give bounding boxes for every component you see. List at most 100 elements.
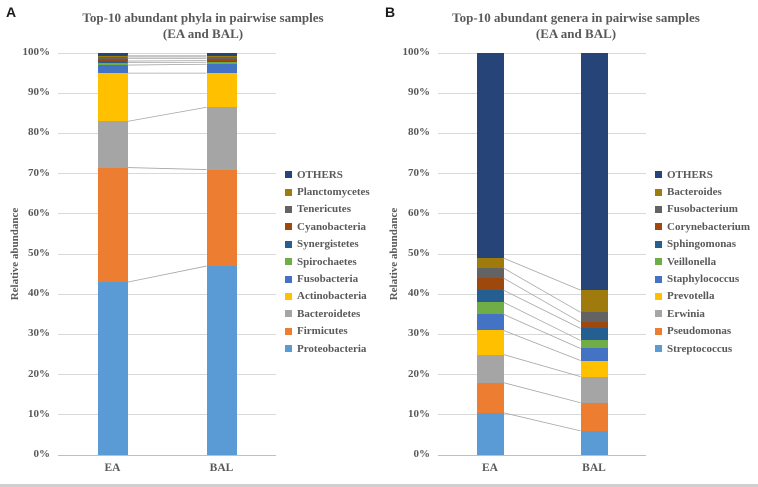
legend-item-bacteroidetes: Bacteroidetes bbox=[285, 305, 370, 322]
y-tick-label: 50% bbox=[408, 247, 430, 259]
legend-swatch-icon bbox=[285, 240, 292, 248]
legend-swatch-icon bbox=[655, 171, 662, 179]
connector-line bbox=[503, 277, 581, 323]
panel-b-chart-title: Top-10 abundant genera in pairwise sampl… bbox=[431, 10, 721, 43]
panel-a-plot-area bbox=[58, 52, 276, 456]
bar-segment-proteobacteria bbox=[206, 266, 237, 455]
gridline-60% bbox=[438, 213, 646, 215]
legend-item-proteobacteria: Proteobacteria bbox=[285, 340, 370, 357]
legend-label: Proteobacteria bbox=[297, 342, 367, 355]
y-tick-label: 80% bbox=[28, 126, 50, 139]
gridline-100% bbox=[438, 52, 646, 54]
bar-segment-pseudomonas bbox=[580, 402, 608, 431]
y-tick-label: 0% bbox=[33, 448, 51, 460]
gridline-70% bbox=[58, 173, 276, 175]
legend-label: Corynebacterium bbox=[667, 220, 751, 233]
bar-segment-staphylococcus bbox=[580, 348, 608, 361]
bar-segment-bacteroidetes bbox=[206, 107, 237, 170]
panel-a: A Top-10 abundant phyla in pairwise samp… bbox=[6, 4, 370, 474]
legend-swatch-icon bbox=[285, 310, 292, 318]
segment-connector-lines bbox=[503, 257, 581, 432]
panel-a-legend: OTHERS Planctomycetes Tenericutes Cyanobact… bbox=[285, 166, 370, 357]
x-category-label-bal: BAL bbox=[582, 462, 606, 474]
connector-line bbox=[503, 354, 581, 377]
legend-item-others: OTHERS bbox=[285, 166, 370, 183]
legend-swatch-icon bbox=[655, 258, 662, 266]
bar-segment-actinobacteria bbox=[206, 73, 237, 108]
connector-line bbox=[503, 289, 581, 329]
bar-segment-corynebacterium bbox=[580, 322, 608, 329]
legend-item-streptococcus: Streptococcus bbox=[655, 340, 750, 357]
y-tick-label: 30% bbox=[28, 327, 50, 340]
x-category-label-ea: EA bbox=[482, 462, 498, 474]
bar-segment-sphingomonas bbox=[580, 328, 608, 341]
bar-segment-veillonella bbox=[580, 340, 608, 349]
legend-swatch-icon bbox=[655, 292, 662, 300]
gridline-10% bbox=[58, 414, 276, 416]
connector-line bbox=[127, 63, 207, 66]
panel-b-title-line2: (EA and BAL) bbox=[535, 26, 617, 42]
y-tick-label: 20% bbox=[408, 367, 430, 380]
legend-swatch-icon bbox=[285, 258, 292, 266]
bar-segment-erwinia bbox=[476, 354, 504, 383]
y-tick-label: 40% bbox=[408, 287, 430, 300]
legend-item-cyanobacteria: Cyanobacteria bbox=[285, 218, 370, 235]
bar-segment-planctomycetes bbox=[206, 55, 237, 58]
legend-item-prevotella: Prevotella bbox=[655, 288, 750, 305]
legend-swatch-icon bbox=[655, 310, 662, 318]
legend-swatch-icon bbox=[285, 188, 292, 196]
bar-segment-bacteroides bbox=[580, 290, 608, 313]
panel-a-letter: A bbox=[6, 4, 17, 20]
legend-item-corynebacterium: Corynebacterium bbox=[655, 218, 750, 235]
bar-segment-others bbox=[580, 53, 608, 291]
y-tick-label: 50% bbox=[28, 247, 50, 259]
legend-item-tenericutes: Tenericutes bbox=[285, 201, 370, 218]
legend-swatch-icon bbox=[655, 240, 662, 248]
bar-segment-fusobacteria bbox=[206, 64, 237, 74]
legend-label: Bacteroides bbox=[667, 186, 722, 199]
stacked-bar-ea bbox=[476, 53, 504, 455]
panel-a-title-line2: (EA and BAL) bbox=[162, 26, 244, 42]
legend-label: Pseudomonas bbox=[667, 325, 732, 338]
legend-swatch-icon bbox=[285, 292, 292, 300]
bar-segment-corynebacterium bbox=[476, 278, 504, 291]
bar-segment-sphingomonas bbox=[476, 290, 504, 303]
gridline-90% bbox=[58, 92, 276, 94]
legend-label: Veillonella bbox=[667, 255, 717, 268]
legend-item-others: OTHERS bbox=[655, 166, 750, 183]
legend-item-veillonella: Veillonella bbox=[655, 253, 750, 270]
gridline-50% bbox=[438, 253, 646, 255]
bar-segment-spirochaetes bbox=[206, 62, 237, 65]
legend-item-pseudomonas: Pseudomonas bbox=[655, 323, 750, 340]
legend-item-synergistetes: Synergistetes bbox=[285, 236, 370, 253]
bar-segment-fusobacterium bbox=[580, 312, 608, 323]
bar-segment-actinobacteria bbox=[97, 73, 128, 122]
connector-line bbox=[127, 167, 207, 170]
y-tick-label: 0% bbox=[413, 448, 431, 460]
bar-segment-firmicutes bbox=[97, 167, 128, 283]
legend-label: Bacteroidetes bbox=[297, 307, 361, 320]
y-tick-label: 20% bbox=[28, 367, 50, 380]
legend-swatch-icon bbox=[655, 327, 662, 335]
y-tick-label: 70% bbox=[408, 166, 430, 179]
y-tick-label: 80% bbox=[408, 126, 430, 139]
legend-item-sphingomonas: Sphingomonas bbox=[655, 236, 750, 253]
bar-segment-prevotella bbox=[476, 330, 504, 355]
legend-item-staphylococcus: Staphylococcus bbox=[655, 270, 750, 287]
gridline-90% bbox=[438, 92, 646, 94]
bar-segment-cyanobacteria bbox=[97, 58, 128, 62]
legend-swatch-icon bbox=[655, 275, 662, 283]
bar-segment-bacteroides bbox=[476, 258, 504, 269]
legend-swatch-icon bbox=[655, 205, 662, 213]
legend-item-bacteroides: Bacteroides bbox=[655, 183, 750, 200]
stacked-bar-bal bbox=[206, 53, 237, 455]
panel-a-chart-title: Top-10 abundant phyla in pairwise sample… bbox=[58, 10, 348, 43]
legend-swatch-icon bbox=[285, 345, 292, 353]
gridline-50% bbox=[58, 253, 276, 255]
y-tick-label: 60% bbox=[408, 206, 430, 219]
legend-swatch-icon bbox=[655, 223, 662, 231]
connector-line bbox=[503, 382, 581, 404]
bar-segment-prevotella bbox=[580, 360, 608, 377]
bar-segment-synergistetes bbox=[206, 60, 237, 63]
bar-segment-veillonella bbox=[476, 302, 504, 315]
